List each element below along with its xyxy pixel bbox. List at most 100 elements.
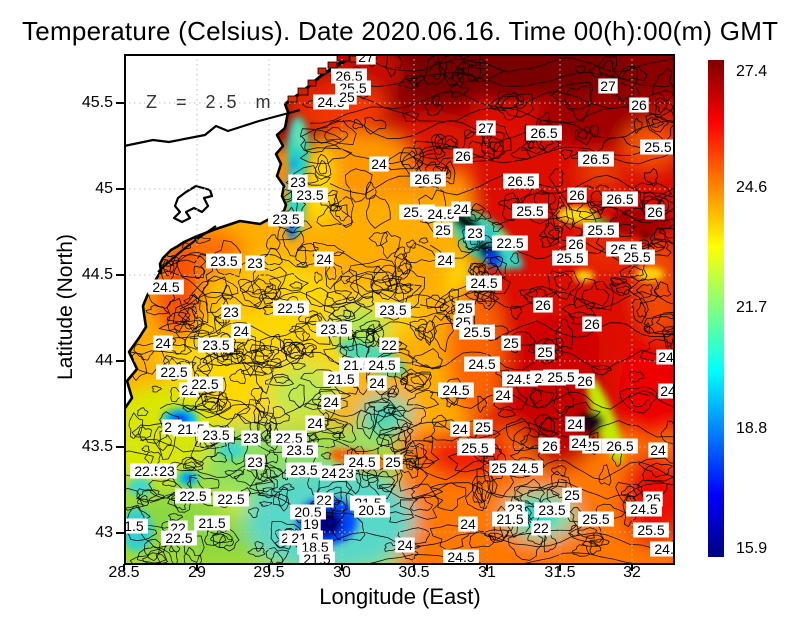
svg-text:24: 24 [567,416,583,432]
svg-text:24: 24 [369,375,385,391]
svg-text:24.5: 24.5 [511,460,538,476]
svg-text:22.5: 22.5 [275,430,302,446]
svg-text:23: 23 [223,304,239,320]
svg-text:22.5: 22.5 [165,530,192,546]
svg-text:22: 22 [381,337,397,353]
svg-text:22: 22 [316,492,332,508]
svg-text:26: 26 [584,316,600,332]
svg-text:26.5: 26.5 [606,438,633,454]
svg-text:25: 25 [435,222,451,238]
svg-text:25: 25 [475,419,491,435]
svg-text:26: 26 [569,187,585,203]
svg-text:25.5: 25.5 [516,203,543,219]
svg-text:24: 24 [495,387,511,403]
svg-text:27: 27 [600,78,616,94]
svg-text:24: 24 [233,323,249,339]
svg-text:24.5: 24.5 [470,275,497,291]
svg-text:24: 24 [155,335,171,351]
svg-text:23: 23 [467,225,483,241]
svg-text:25.5: 25.5 [556,250,583,266]
svg-text:26: 26 [577,373,593,389]
svg-text:25: 25 [457,300,473,316]
svg-text:25: 25 [491,460,507,476]
svg-text:22: 22 [533,520,549,536]
svg-text:25.5: 25.5 [637,522,664,538]
svg-text:26.5: 26.5 [507,173,534,189]
svg-text:26.5: 26.5 [582,151,609,167]
svg-text:22.5: 22.5 [179,488,206,504]
svg-text:23: 23 [290,174,306,190]
svg-text:18.5: 18.5 [301,539,328,555]
svg-text:26: 26 [455,148,471,164]
svg-text:20.5: 20.5 [294,504,321,520]
svg-text:24.5: 24.5 [506,371,533,387]
svg-text:24: 24 [660,383,675,399]
svg-text:24.5: 24.5 [442,382,469,398]
svg-text:23.5: 23.5 [210,253,237,269]
svg-text:21.5: 21.5 [198,515,225,531]
svg-text:19: 19 [303,516,319,532]
svg-text:27: 27 [478,120,494,136]
svg-text:24: 24 [321,465,337,481]
svg-text:24.5: 24.5 [447,549,474,565]
svg-text:23: 23 [247,454,263,470]
svg-text:27: 27 [358,54,374,65]
svg-text:24.5: 24.5 [630,501,657,517]
svg-text:25: 25 [537,344,553,360]
svg-text:23.5: 23.5 [290,462,317,478]
svg-text:25.5: 25.5 [587,222,614,238]
svg-text:21.5: 21.5 [177,421,204,437]
svg-text:22.5: 22.5 [160,364,187,380]
svg-text:21.5: 21.5 [343,357,370,373]
svg-text:24.5: 24.5 [348,454,375,470]
svg-text:24: 24 [371,156,387,172]
svg-text:22.5: 22.5 [496,235,523,251]
svg-text:22.5: 22.5 [217,491,244,507]
svg-text:23.5: 23.5 [538,502,565,518]
svg-text:25.5: 25.5 [644,139,671,155]
svg-text:25.5: 25.5 [623,249,650,265]
svg-text:24.5: 24.5 [468,356,495,372]
svg-text:21.5: 21.5 [303,551,330,565]
svg-text:23.5: 23.5 [320,321,347,337]
svg-text:24: 24 [307,415,323,431]
svg-text:21.5: 21.5 [124,518,144,534]
svg-text:24.5: 24.5 [654,541,675,557]
svg-text:22.5: 22.5 [134,463,161,479]
svg-text:25.5: 25.5 [463,324,490,340]
svg-text:26: 26 [568,236,584,252]
svg-text:24: 24 [316,251,332,267]
svg-text:26.5: 26.5 [606,191,633,207]
svg-text:24: 24 [650,442,666,458]
svg-text:26.5: 26.5 [335,68,362,84]
svg-text:24: 24 [452,421,468,437]
svg-text:21.5: 21.5 [327,371,354,387]
svg-text:21.5: 21.5 [496,511,523,527]
svg-text:25: 25 [503,335,519,351]
svg-text:25: 25 [339,89,355,105]
svg-text:22.5: 22.5 [191,376,218,392]
svg-text:24: 24 [571,435,587,451]
svg-text:24: 24 [453,201,469,217]
svg-text:23.5: 23.5 [286,442,313,458]
svg-text:23.5: 23.5 [296,187,323,203]
svg-text:23.5: 23.5 [379,302,406,318]
svg-text:25: 25 [385,454,401,470]
svg-text:26.5: 26.5 [414,171,441,187]
svg-text:26.5: 26.5 [530,125,557,141]
svg-text:26: 26 [542,438,558,454]
svg-text:23: 23 [159,463,175,479]
svg-text:23: 23 [243,430,259,446]
svg-text:25: 25 [564,487,580,503]
svg-text:26: 26 [535,297,551,313]
svg-text:20.5: 20.5 [358,502,385,518]
svg-text:24: 24 [437,252,453,268]
svg-text:24: 24 [460,516,476,532]
svg-text:25.5: 25.5 [461,440,488,456]
svg-text:24.5: 24.5 [368,357,395,373]
svg-text:25.5: 25.5 [582,511,609,527]
svg-text:23.5: 23.5 [202,427,229,443]
svg-text:23.5: 23.5 [272,211,299,227]
svg-text:24: 24 [397,537,413,553]
svg-text:24.5: 24.5 [427,206,454,222]
